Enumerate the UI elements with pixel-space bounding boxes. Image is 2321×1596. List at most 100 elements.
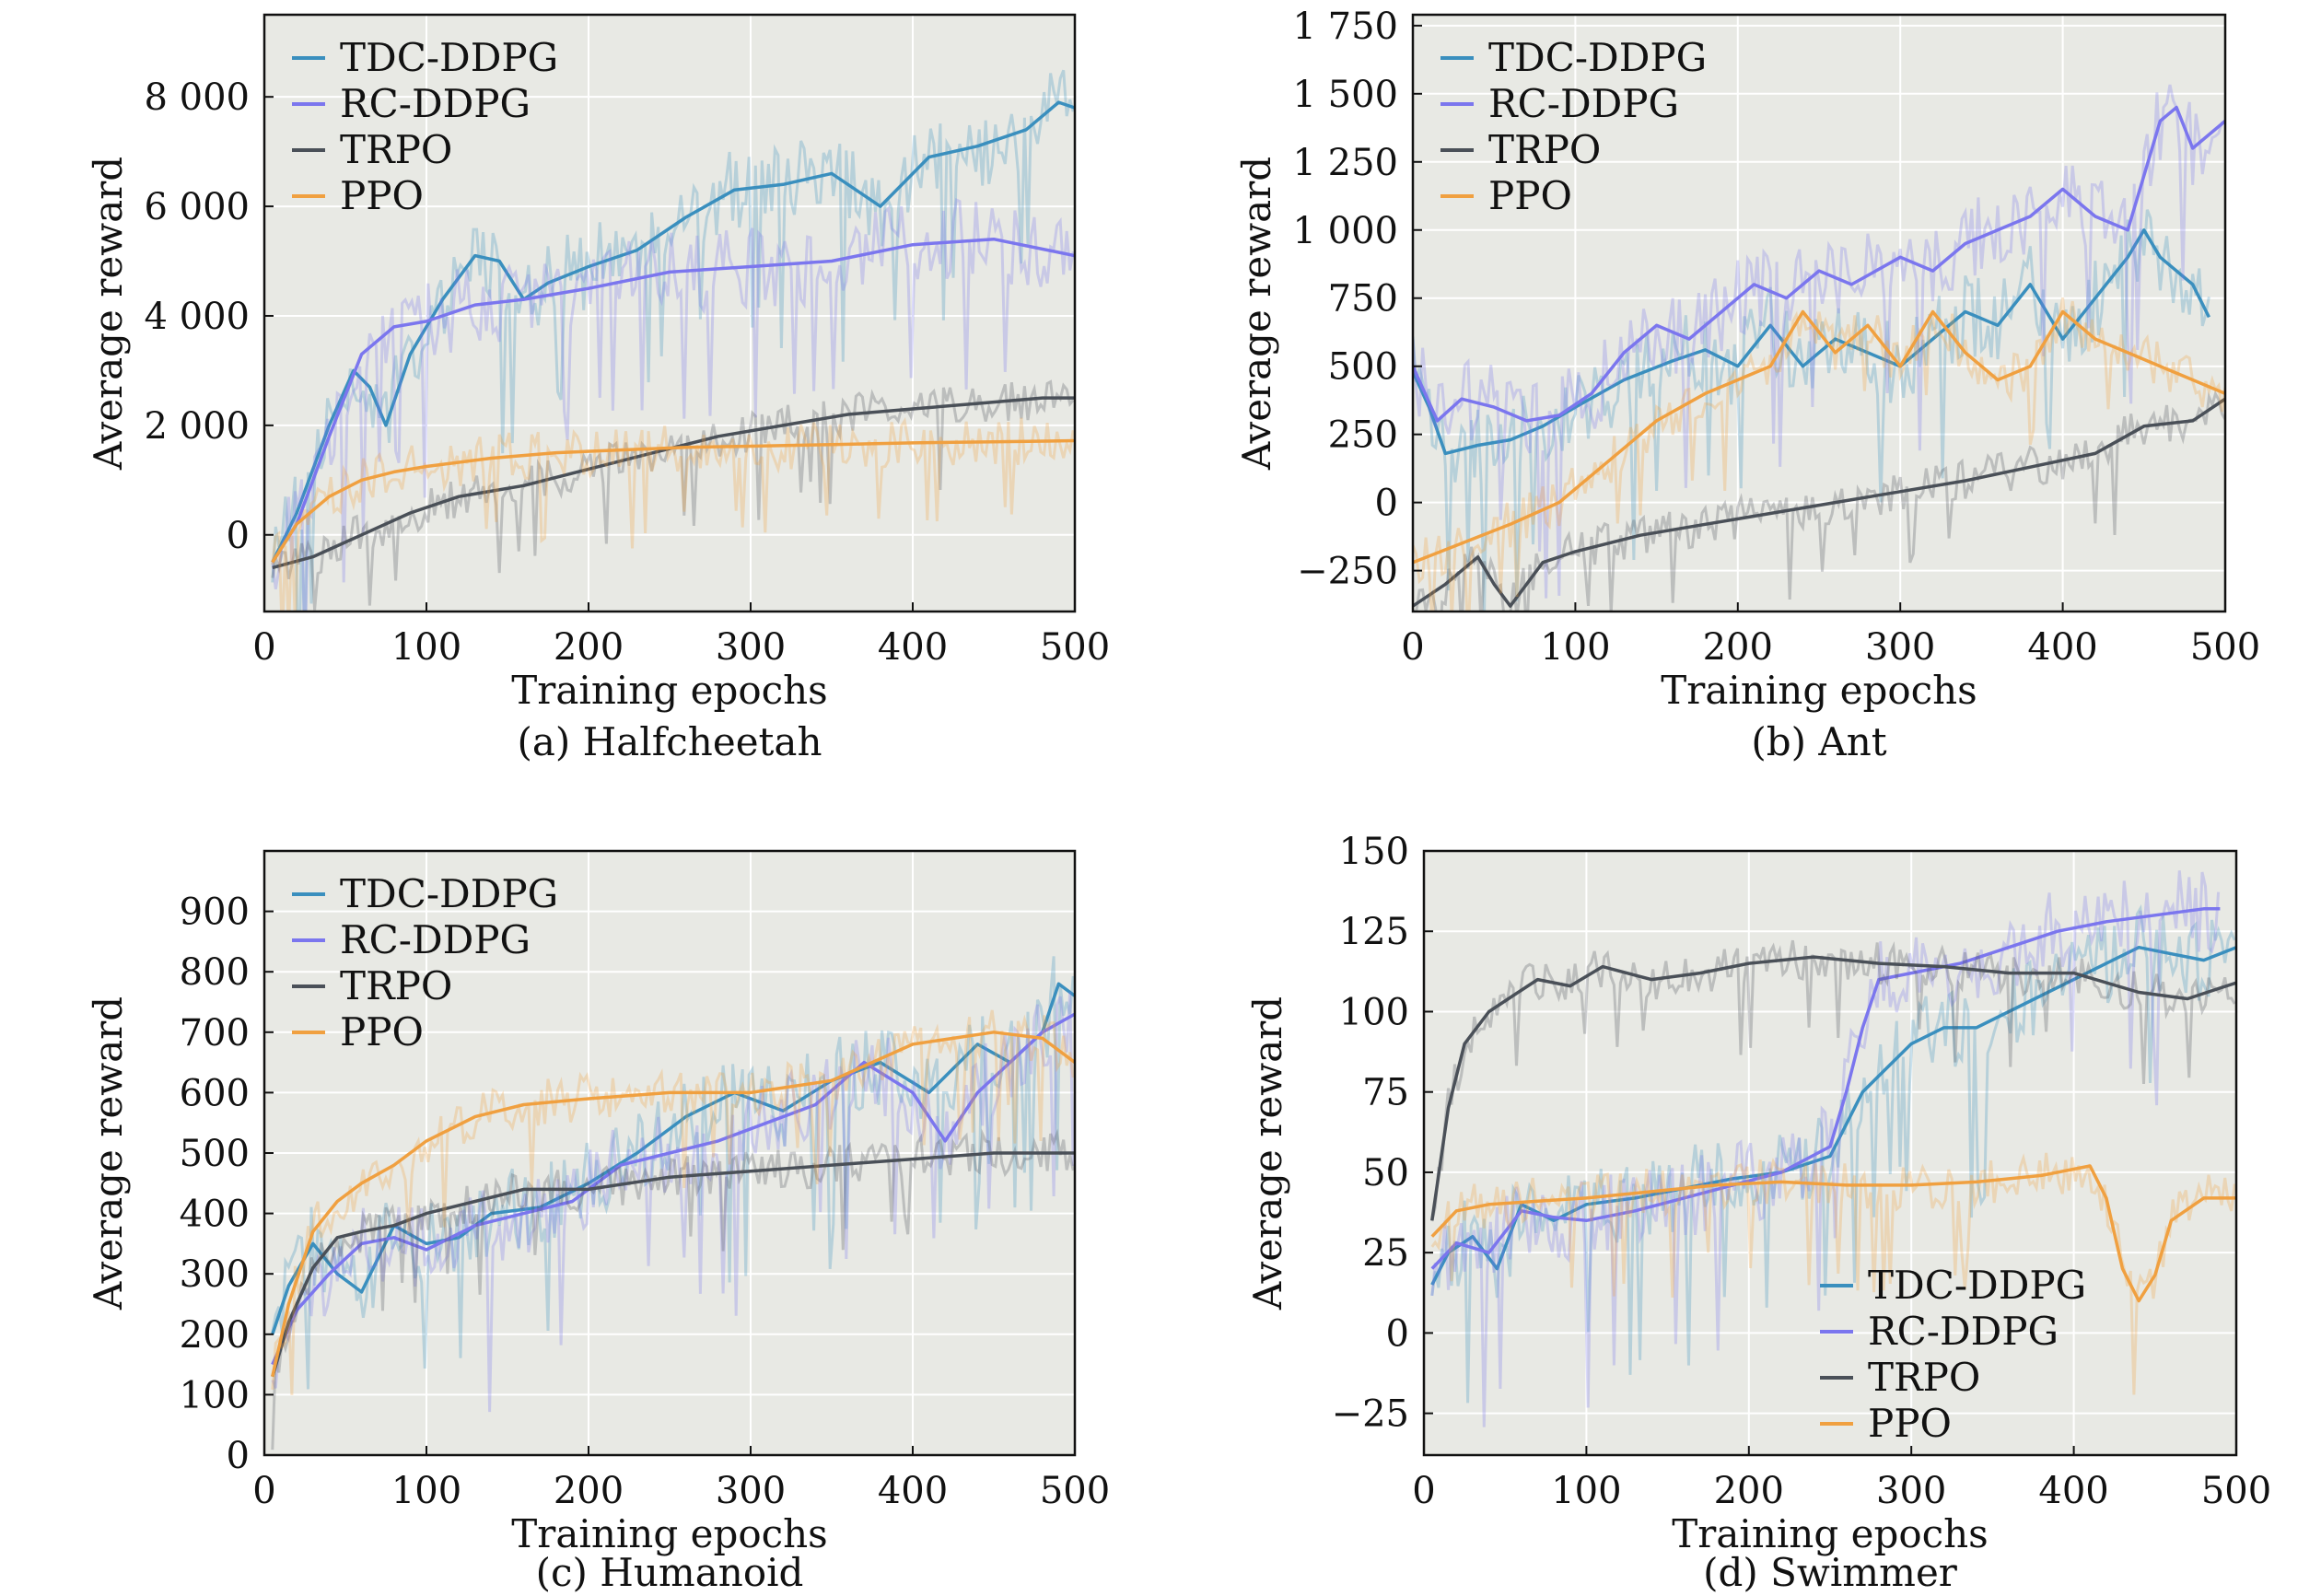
y-tick-label: 700 (180, 1012, 250, 1054)
y-tick-label: 4 000 (144, 296, 250, 338)
series-group (1430, 870, 2236, 1427)
y-tick-label: 600 (180, 1072, 250, 1114)
x-tick-label: 400 (878, 1470, 948, 1512)
legend-label: RC-DDPG (340, 917, 531, 962)
x-tick-label: 0 (252, 626, 275, 669)
x-tick-label: 300 (716, 626, 786, 669)
x-axis-label: Training epochs (511, 668, 828, 713)
series-band-tdc-ddpg (1413, 209, 2210, 612)
y-axis-label: Average reward (86, 157, 131, 471)
series-line-rc-ddpg (1413, 105, 2225, 423)
series-band-ppo (271, 1009, 1075, 1395)
panel-caption: (c) Humanoid (536, 1550, 804, 1592)
legend-label: PPO (340, 1009, 424, 1054)
series-line-tdc-ddpg (1413, 228, 2210, 456)
axes-frame (1422, 849, 2238, 1457)
legend-label: TDC-DDPG (1868, 1263, 2086, 1308)
y-tick-label: 500 (180, 1133, 250, 1175)
series-band-tdc-ddpg (271, 69, 1075, 612)
series-group (271, 956, 1075, 1450)
chart-panel-4: 0 100 200 300 400 500−250255075100125150Train… (1245, 831, 2271, 1595)
series-band-rc-ddpg (271, 991, 1075, 1413)
legend-label: TDC-DDPG (1488, 35, 1707, 80)
series-band-ppo (271, 417, 1075, 612)
y-tick-label: 150 (1339, 831, 1409, 873)
y-tick-label: −25 (1332, 1393, 1409, 1436)
legend-label: TDC-DDPG (340, 871, 558, 916)
x-axis-label: Training epochs (511, 1511, 828, 1556)
y-tick-label: 50 (1362, 1152, 1409, 1194)
series-line-rc-ddpg (1430, 907, 2221, 1270)
x-tick-label: 500 (2190, 626, 2260, 669)
chart-panel-3: 0 100 200 300 400 500 0 100 200 300 400 500 600 700 80… (86, 849, 1110, 1595)
series-line-trpo (1430, 955, 2236, 1221)
series-line-rc-ddpg (271, 1012, 1075, 1366)
y-tick-label: 8 000 (144, 76, 250, 119)
x-tick-label: 100 (1551, 1470, 1621, 1512)
x-tick-label: 0 (1401, 626, 1424, 669)
series-band-trpo (1413, 390, 2225, 612)
x-tick-label: 300 (1876, 1470, 1946, 1512)
y-tick-label: 300 (180, 1253, 250, 1296)
y-axis-label: Average reward (1234, 157, 1279, 471)
x-tick-label: 400 (2038, 1470, 2108, 1512)
axes-frame (262, 13, 1077, 613)
series-line-tdc-ddpg (271, 982, 1075, 1335)
x-tick-label: 200 (1703, 626, 1773, 669)
series-band-ppo (1430, 1152, 2236, 1395)
y-tick-label: 100 (180, 1374, 250, 1416)
series-line-trpo (272, 396, 1075, 570)
x-tick-label: 200 (554, 626, 624, 669)
series-band-rc-ddpg (271, 198, 1075, 612)
x-tick-label: 0 (1412, 1470, 1435, 1512)
legend-label: PPO (1488, 173, 1572, 218)
y-tick-label: 25 (1362, 1232, 1409, 1275)
y-tick-label: 0 (1386, 1312, 1409, 1355)
y-tick-label: 2 000 (144, 405, 250, 448)
x-tick-label: 200 (554, 1470, 624, 1512)
legend-label: PPO (1868, 1401, 1952, 1446)
x-tick-label: 100 (391, 1470, 461, 1512)
y-tick-label: 125 (1339, 911, 1409, 953)
y-tick-label: 6 000 (144, 186, 250, 228)
series-line-ppo (1413, 309, 2225, 565)
x-tick-label: 500 (2201, 1470, 2271, 1512)
x-tick-label: 500 (1040, 1470, 1110, 1512)
legend-label: RC-DDPG (1868, 1309, 2059, 1354)
x-tick-label: 500 (1040, 626, 1110, 669)
series-line-rc-ddpg (271, 237, 1075, 564)
series-line-trpo (271, 1151, 1075, 1378)
series-line-ppo (271, 438, 1075, 564)
legend-label: TDC-DDPG (340, 35, 558, 80)
legend-label: RC-DDPG (1488, 81, 1679, 126)
series-band-trpo (271, 379, 1075, 611)
series-line-tdc-ddpg (1430, 945, 2236, 1286)
legend-label: PPO (340, 173, 424, 218)
x-axis-label: Training epochs (1672, 1511, 1989, 1556)
x-tick-label: 400 (878, 626, 948, 669)
x-tick-label: 200 (1714, 1470, 1784, 1512)
y-tick-label: 1 000 (1292, 210, 1398, 252)
y-tick-label: 0 (1375, 483, 1398, 525)
x-tick-label: 100 (391, 626, 461, 669)
y-tick-label: 900 (180, 891, 250, 934)
panel-caption: (b) Ant (1751, 719, 1886, 764)
series-band-rc-ddpg (1413, 84, 2225, 599)
y-tick-label: 0 (227, 515, 250, 557)
x-tick-label: 300 (1865, 626, 1935, 669)
series-line-ppo (1430, 1164, 2236, 1303)
y-axis-label: Average reward (1245, 996, 1290, 1311)
y-tick-label: 750 (1328, 278, 1398, 320)
series-line-tdc-ddpg (271, 100, 1075, 564)
plot-area (1413, 15, 2225, 612)
legend-label: TRPO (340, 127, 452, 172)
panel-caption: (a) Halfcheetah (517, 719, 822, 764)
x-tick-label: 0 (252, 1470, 275, 1512)
chart-panel-1: 0 100 200 300 400 500 0 2 000 4 000 6 000 8 000 Tra… (86, 13, 1110, 764)
series-band-trpo (1430, 939, 2236, 1222)
